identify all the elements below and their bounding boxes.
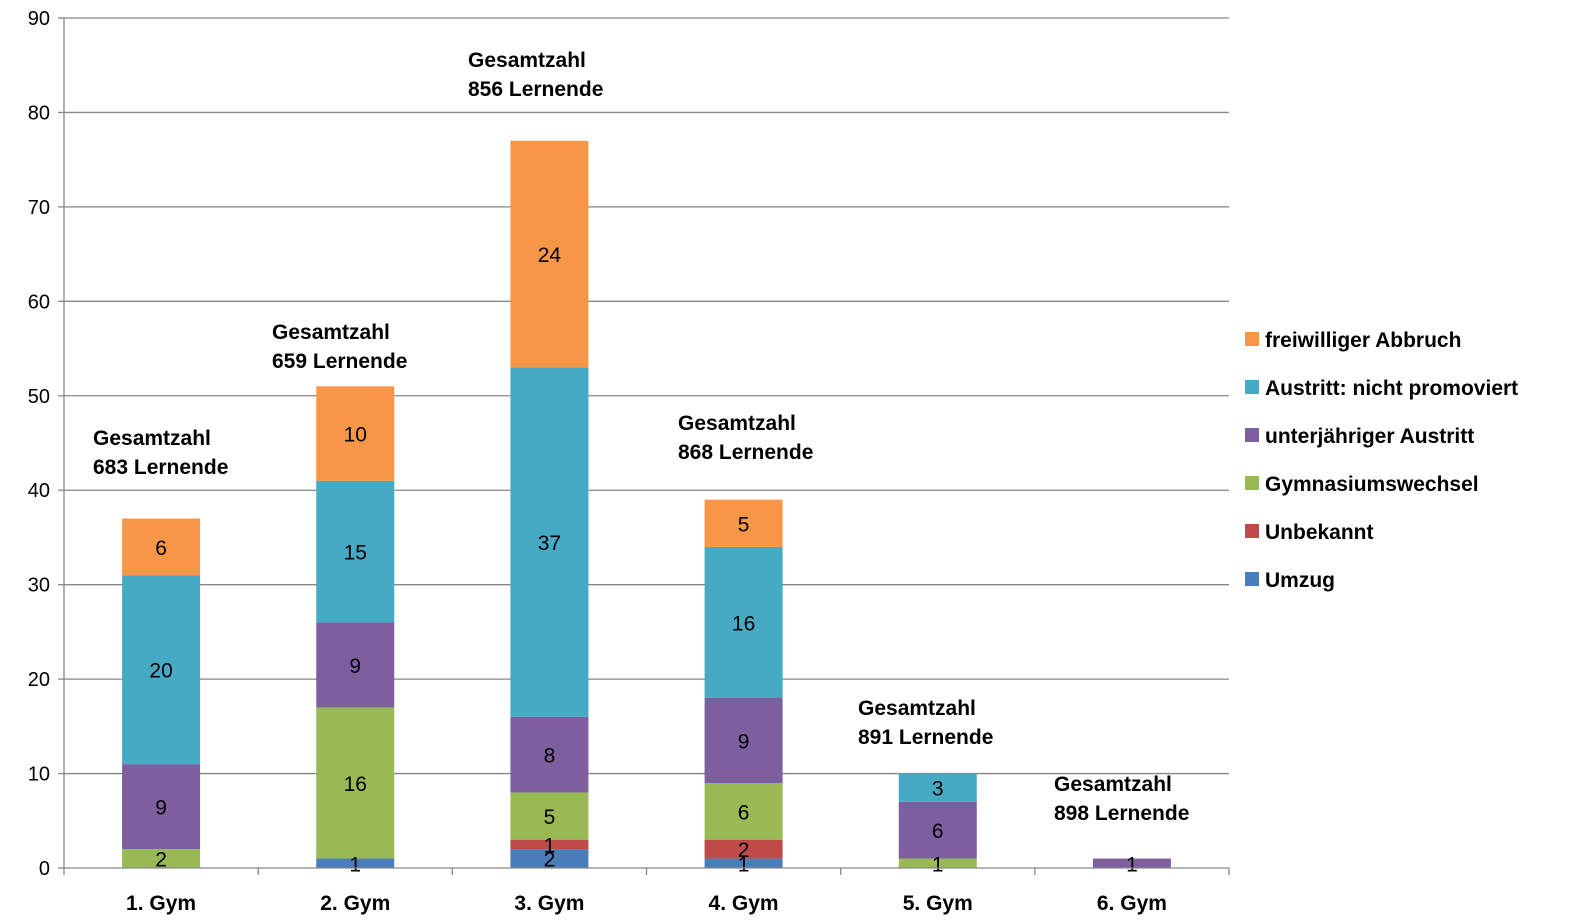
total-annotation-title: Gesamtzahl xyxy=(1054,773,1172,796)
bar-segment xyxy=(704,858,783,868)
segment-data-label: 8 xyxy=(544,745,556,768)
legend-label: unterjähriger Austritt xyxy=(1265,425,1474,448)
segment-data-label: 2 xyxy=(738,839,750,862)
segment-data-label: 10 xyxy=(344,424,367,447)
total-annotation-title: Gesamtzahl xyxy=(93,427,211,450)
bar-segment xyxy=(704,839,783,859)
total-annotation-count: 683 Lernende xyxy=(93,456,228,479)
segment-data-label: 24 xyxy=(538,244,562,267)
y-tick-label: 0 xyxy=(39,858,50,880)
bar-segment xyxy=(510,140,589,368)
bar-segment xyxy=(704,499,783,547)
total-annotation-title: Gesamtzahl xyxy=(678,412,796,435)
segment-data-label: 6 xyxy=(155,537,167,560)
segment-data-label: 2 xyxy=(544,849,556,872)
y-tick-label: 20 xyxy=(28,669,50,691)
segment-data-label: 9 xyxy=(349,655,361,678)
legend: freiwilliger Abbruch Austritt: nicht prom… xyxy=(1245,329,1518,592)
bar-segment xyxy=(122,518,201,576)
total-annotation-title: Gesamtzahl xyxy=(858,697,976,720)
total-annotation-count: 659 Lernende xyxy=(272,350,407,373)
legend-swatch xyxy=(1245,332,1259,346)
segment-data-label: 6 xyxy=(738,801,750,824)
bar-segment xyxy=(316,858,395,868)
legend-label: Umzug xyxy=(1265,569,1335,592)
bar-segment xyxy=(510,367,589,717)
bar-segment xyxy=(316,622,395,708)
legend-swatch xyxy=(1245,380,1259,394)
segment-data-label: 1 xyxy=(738,853,750,876)
x-tick-label: 6. Gym xyxy=(1097,892,1167,915)
bar-segment xyxy=(510,716,589,793)
y-tick-label: 40 xyxy=(28,480,50,502)
segment-data-label: 1 xyxy=(544,834,556,857)
x-tick-label: 1. Gym xyxy=(126,892,196,915)
legend-label: Unbekannt xyxy=(1265,521,1374,544)
bar-segment xyxy=(1092,858,1171,868)
segment-data-label: 1 xyxy=(1126,853,1138,876)
x-tick-label: 5. Gym xyxy=(903,892,973,915)
bar-segment xyxy=(898,773,977,802)
legend-label: freiwilliger Abbruch xyxy=(1265,329,1461,352)
segment-data-label: 20 xyxy=(149,660,172,683)
total-annotation-title: Gesamtzahl xyxy=(272,321,390,344)
total-annotation-title: Gesamtzahl xyxy=(468,49,586,72)
y-tick-label: 50 xyxy=(28,386,50,408)
total-annotations: Gesamtzahl 683 Lernende Gesamtzahl 659 Lern… xyxy=(93,49,1189,825)
y-tick-label: 60 xyxy=(28,291,50,313)
y-tick-label: 10 xyxy=(28,764,50,786)
bar-segment xyxy=(898,801,977,859)
legend-label: Austritt: nicht promoviert xyxy=(1265,377,1518,400)
bar-segment xyxy=(122,849,201,868)
total-annotation-count: 891 Lernende xyxy=(858,726,993,749)
bar-segment xyxy=(122,764,201,850)
segment-data-label: 16 xyxy=(732,612,755,635)
legend-swatch xyxy=(1245,524,1259,538)
legend-swatch xyxy=(1245,572,1259,586)
bar-segment xyxy=(510,792,589,840)
segment-data-label: 1 xyxy=(932,853,944,876)
segment-data-label: 2 xyxy=(155,849,167,872)
segment-data-label: 16 xyxy=(344,773,367,796)
axes xyxy=(63,18,1230,875)
segment-data-label: 15 xyxy=(344,542,367,565)
segment-data-label: 3 xyxy=(932,778,944,801)
bar-segment xyxy=(704,698,783,783)
segment-data-label: 9 xyxy=(155,797,167,820)
segment-data-label: 37 xyxy=(538,532,561,555)
segment-data-label: 5 xyxy=(544,806,556,829)
x-tick-label: 2. Gym xyxy=(320,892,390,915)
legend-swatch xyxy=(1245,428,1259,442)
bar-segment xyxy=(704,546,783,698)
total-annotation-count: 868 Lernende xyxy=(678,441,813,464)
bar-segment xyxy=(316,386,395,481)
segment-data-label: 1 xyxy=(349,853,361,876)
bar-segment xyxy=(122,575,201,765)
bar-segment xyxy=(704,783,783,840)
bar-segment xyxy=(510,849,589,868)
x-tick-label: 4. Gym xyxy=(709,892,779,915)
y-axis-ticks: 0 10 20 30 40 50 60 70 80 90 xyxy=(28,8,64,880)
x-tick-label: 3. Gym xyxy=(514,892,584,915)
legend-swatch xyxy=(1245,476,1259,490)
legend-label: Gymnasiumswechsel xyxy=(1265,473,1479,496)
segment-data-label: 5 xyxy=(738,513,750,536)
total-annotation-count: 898 Lernende xyxy=(1054,802,1189,825)
bar-segment xyxy=(510,839,589,850)
y-tick-label: 30 xyxy=(28,575,50,597)
y-tick-label: 90 xyxy=(28,8,50,30)
gridlines xyxy=(64,17,1229,775)
bar-segments xyxy=(122,140,1171,868)
bar-segment xyxy=(898,858,977,868)
segment-data-label: 9 xyxy=(738,731,750,754)
y-tick-label: 80 xyxy=(28,102,50,124)
y-tick-label: 70 xyxy=(28,197,50,219)
bar-segment xyxy=(316,707,395,859)
total-annotation-count: 856 Lernende xyxy=(468,78,603,101)
bar-segment xyxy=(316,480,395,623)
x-axis-labels: 1. Gym 2. Gym 3. Gym 4. Gym 5. Gym 6. Gym xyxy=(126,892,1167,915)
segment-data-label: 6 xyxy=(932,820,944,843)
